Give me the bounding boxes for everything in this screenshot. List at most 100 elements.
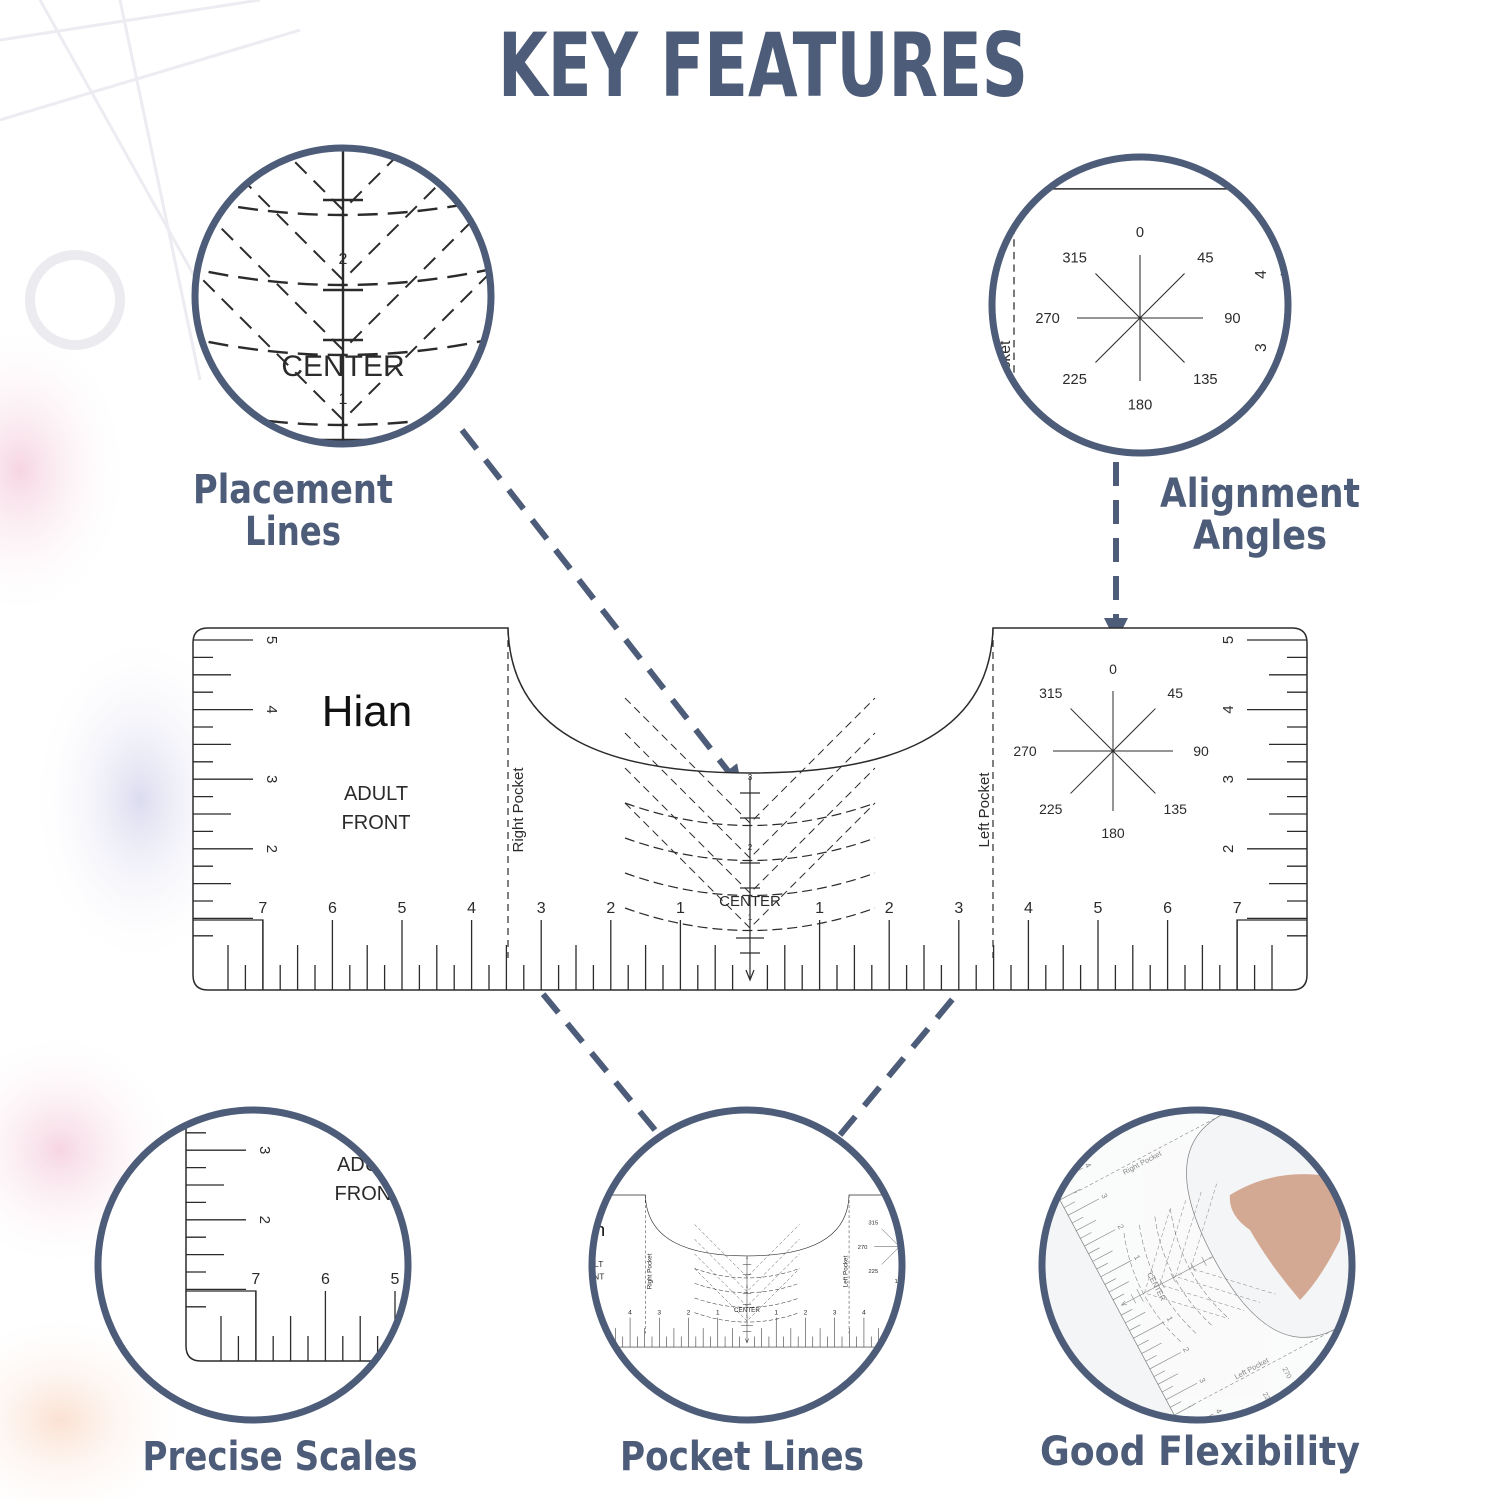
scale-label: 3 <box>657 1310 661 1317</box>
side-tick <box>1102 1000 1107 1009</box>
bottom-tick <box>1100 1260 1132 1278</box>
scale-label: 3 <box>530 1271 539 1288</box>
side-tick <box>1347 1479 1356 1496</box>
angle-label: 315 <box>1062 250 1087 266</box>
scale-label: 7 <box>1309 361 1327 397</box>
bottom-tick <box>1211 1478 1222 1484</box>
side-scale-label: 5 <box>1380 1431 1388 1441</box>
scale-label: 2 <box>687 1310 691 1317</box>
hand <box>1229 1174 1341 1300</box>
angle-label: 315 <box>1032 1056 1056 1072</box>
scale-label: 2 <box>1116 1223 1126 1232</box>
circle-ring <box>588 1106 906 1424</box>
side-scale-label: 2 <box>542 1286 549 1290</box>
side-tick <box>1317 1495 1326 1500</box>
bottom-tick <box>1076 1219 1097 1231</box>
center-mark: 1 <box>339 391 348 408</box>
feature-label: Good Flexibility <box>1040 1429 1360 1475</box>
bottom-tick <box>1157 1373 1178 1385</box>
page-title: KEY FEATURES <box>498 14 1028 117</box>
bottom-tick <box>1108 1281 1129 1293</box>
side-scale-label: 2 <box>1283 253 1316 270</box>
scale-label: 6 <box>570 1310 574 1317</box>
side-scale-label: 2 <box>945 1285 952 1289</box>
scale-label: 4 <box>462 473 471 492</box>
bottom-tick <box>1137 1339 1149 1347</box>
scale-label: 3 <box>833 1310 837 1317</box>
center-mark: 2 <box>757 414 762 424</box>
feature-label: Placement <box>193 467 393 513</box>
brand: Hian <box>1129 1047 1172 1099</box>
angle-line <box>1095 317 1141 363</box>
center-line <box>736 776 764 982</box>
side-tick <box>1118 992 1123 1001</box>
angle-line <box>1307 1411 1337 1418</box>
side-scale-label: 2 <box>256 1216 273 1224</box>
arrows <box>459 428 1128 1137</box>
side-scale-label: 4 <box>1253 270 1270 279</box>
side-scale-label: 3 <box>1283 114 1316 131</box>
bottom-tick <box>1003 1076 1034 1092</box>
bottom-tick <box>1067 1198 1100 1216</box>
center-mark: 2 <box>1177 1272 1183 1277</box>
side-scale-label: 4 <box>1213 1076 1230 1084</box>
circle-ring <box>988 153 1292 457</box>
side-scale-label: 5 <box>542 1198 549 1202</box>
angle-label: 135 <box>921 1269 932 1275</box>
side-scale-label: 4 <box>1125 1026 1133 1036</box>
side-tick <box>1056 1024 1061 1033</box>
side-scale-label: 4 <box>542 1228 549 1232</box>
angle-label: 90 <box>1229 51 1260 82</box>
angle-label: 225 <box>921 167 968 198</box>
side-tick <box>1087 1008 1092 1017</box>
angle-line <box>1095 273 1141 319</box>
bottom-tick <box>1031 1140 1042 1146</box>
side-scale-label: 2 <box>1063 1058 1071 1068</box>
angle-label: 225 <box>1032 1172 1056 1188</box>
side-tick <box>1033 1037 1042 1054</box>
scale-label: 2 <box>804 1310 808 1317</box>
side-tick <box>1344 1491 1349 1500</box>
side-scale-label: 4 <box>263 705 280 713</box>
brand: Hian <box>315 1058 406 1107</box>
placement-curve <box>628 446 891 470</box>
side-tick <box>1375 1475 1380 1484</box>
side-scale-label: 4 <box>256 1076 273 1084</box>
scale-label: 7 <box>258 900 267 917</box>
angle-line <box>1069 66 1154 151</box>
corner-box <box>193 919 1307 990</box>
side-tick <box>1064 1020 1073 1037</box>
angle-label: 225 <box>1039 801 1063 817</box>
center-mark: 3 <box>746 1256 748 1260</box>
angle-label: 225 <box>1062 372 1087 388</box>
side-scale-label: 5 <box>945 1198 952 1202</box>
scale-label: 4 <box>1083 1161 1093 1170</box>
angle-line <box>1112 708 1156 752</box>
scale-label: 2 <box>608 473 617 492</box>
scale-label: 3 <box>535 473 544 492</box>
placement-curve <box>628 373 891 397</box>
scale-label: 5 <box>398 900 407 917</box>
angle-line <box>881 1246 900 1265</box>
scale-label: 1 <box>827 473 836 492</box>
bottom-tick <box>1219 1494 1230 1500</box>
bottom-tick <box>1149 1352 1181 1370</box>
side-label: FRONT <box>1090 1086 1116 1122</box>
scale-label: 1 <box>815 900 824 917</box>
placement-curve <box>628 409 891 433</box>
angle-line <box>1069 0 1154 66</box>
feature-label: Precise Scales <box>143 1434 418 1480</box>
side-scale-label: 2 <box>1220 845 1237 853</box>
side-tick <box>1041 1033 1046 1042</box>
bottom-tick <box>1215 1475 1246 1491</box>
placement-chevron <box>628 299 891 430</box>
feature-label: Alignment <box>1160 471 1360 517</box>
scale-label: 7 <box>541 1310 545 1317</box>
size-label: ADULT <box>1103 1080 1128 1113</box>
angle-label: 270 <box>1006 1114 1030 1130</box>
bottom-tick <box>1088 1247 1100 1255</box>
side-tick <box>1072 1016 1077 1025</box>
